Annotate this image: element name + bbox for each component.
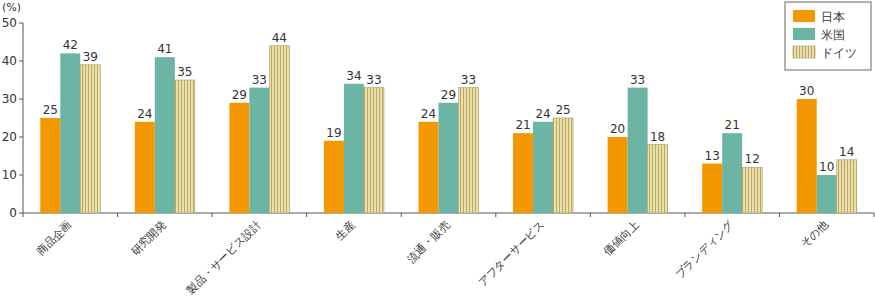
- data-labels: 25 42 39 24 41 35 29 33 44 19 34 33 24 29 33 21 24 25 20 33…: [43, 31, 855, 174]
- data-label: 33: [252, 73, 267, 87]
- bar: [175, 80, 195, 213]
- x-band-tick: [306, 213, 307, 217]
- x-tick-label: 生産: [333, 218, 358, 243]
- bar: [837, 160, 857, 213]
- data-label: 35: [177, 65, 192, 79]
- y-tick-label: 20: [2, 130, 17, 144]
- data-label: 21: [515, 118, 530, 132]
- x-band-tick: [23, 213, 24, 217]
- x-band-tick: [684, 213, 685, 217]
- bar: [249, 88, 269, 213]
- x-tick-label: 製品・サービス設計: [184, 218, 263, 297]
- bar: [229, 103, 249, 213]
- y-tick-label: 10: [2, 168, 17, 182]
- bar: [553, 118, 573, 213]
- data-label: 24: [137, 107, 152, 121]
- bar: [135, 122, 155, 213]
- y-tick-label: 40: [2, 54, 17, 68]
- legend-swatch: [793, 28, 815, 40]
- legend-label: ドイツ: [821, 46, 857, 60]
- y-tick: [19, 61, 23, 62]
- y-axis-line: [23, 23, 24, 213]
- y-tick: [19, 23, 23, 24]
- y-tick: [19, 175, 23, 176]
- data-label: 25: [555, 103, 570, 117]
- bar: [60, 53, 80, 213]
- x-tick-label: 価値向上: [601, 218, 641, 258]
- data-label: 25: [43, 103, 58, 117]
- bar: [533, 122, 553, 213]
- x-tick-label: 流通・販売: [405, 218, 453, 266]
- bar: [324, 141, 344, 213]
- x-band-tick: [117, 213, 118, 217]
- data-label: 41: [157, 42, 172, 56]
- data-label: 10: [819, 160, 834, 174]
- bar: [702, 164, 722, 213]
- data-label: 13: [705, 149, 720, 163]
- legend-swatch: [793, 10, 815, 22]
- legend: 日本米国ドイツ: [785, 2, 871, 70]
- data-label: 44: [272, 31, 287, 45]
- data-label: 33: [366, 73, 381, 87]
- data-label: 20: [610, 122, 625, 136]
- y-tick-label: 30: [2, 92, 17, 106]
- data-label: 14: [839, 145, 854, 159]
- bar: [40, 118, 60, 213]
- bar: [608, 137, 628, 213]
- data-label: 21: [725, 118, 740, 132]
- bar: [155, 57, 175, 213]
- bar: [722, 133, 742, 213]
- bars: [40, 46, 856, 213]
- data-label: 34: [346, 69, 361, 83]
- bar: [419, 122, 439, 213]
- x-tick-label: 商品企画: [34, 218, 74, 258]
- data-label: 24: [421, 107, 436, 121]
- bar: [797, 99, 817, 213]
- bar: [269, 46, 289, 213]
- y-tick: [19, 137, 23, 138]
- data-label: 33: [630, 73, 645, 87]
- x-band-tick: [779, 213, 780, 217]
- data-label: 42: [63, 38, 78, 52]
- x-tick-label: その他: [798, 218, 831, 251]
- data-label: 24: [535, 107, 550, 121]
- data-label: 12: [745, 152, 760, 166]
- legend-swatch: [793, 46, 815, 58]
- bar: [439, 103, 459, 213]
- data-label: 33: [461, 73, 476, 87]
- bar: [742, 167, 762, 213]
- bar: [364, 88, 384, 213]
- chart-container: (%) 0 10 20 30 40 50 25 42 39 24 41 35 29 33 44 19 34 33 24…: [0, 0, 875, 304]
- data-label: 39: [83, 50, 98, 64]
- bar: [459, 88, 479, 213]
- y-tick: [19, 213, 23, 214]
- bar: [628, 88, 648, 213]
- x-band-tick: [401, 213, 402, 217]
- y-tick-label: 0: [9, 206, 17, 220]
- data-label: 29: [441, 88, 456, 102]
- x-band-tick: [590, 213, 591, 217]
- data-label: 29: [232, 88, 247, 102]
- data-label: 18: [650, 130, 665, 144]
- bar: [817, 175, 837, 213]
- legend-label: 米国: [821, 28, 845, 42]
- bar: [80, 65, 100, 213]
- data-label: 30: [799, 84, 814, 98]
- x-tick-label: ブランディング: [673, 217, 737, 281]
- x-band-tick: [495, 213, 496, 217]
- data-label: 19: [326, 126, 341, 140]
- x-tick-label: アフターサービス: [476, 218, 547, 289]
- bar: [648, 145, 668, 213]
- legend-frame: [785, 2, 871, 70]
- y-tick: [19, 99, 23, 100]
- bar: [513, 133, 533, 213]
- chart-svg: (%) 0 10 20 30 40 50 25 42 39 24 41 35 29 33 44 19 34 33 24…: [0, 0, 875, 304]
- x-band-tick: [212, 213, 213, 217]
- x-tick-label: 研究開発: [129, 218, 169, 258]
- y-axis-label: (%): [2, 1, 21, 14]
- legend-label: 日本: [821, 10, 845, 24]
- bar: [344, 84, 364, 213]
- y-tick-label: 50: [2, 16, 17, 30]
- x-band-tick: [874, 213, 875, 217]
